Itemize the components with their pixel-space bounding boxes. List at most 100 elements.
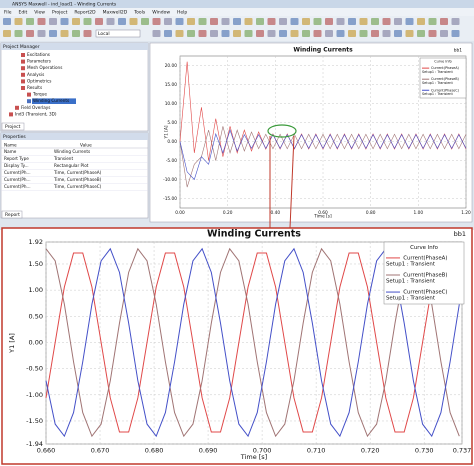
toolbar-button[interactable] (302, 30, 310, 37)
toolbar-button[interactable] (394, 18, 402, 25)
toolbar-button[interactable] (336, 30, 345, 37)
toolbar-button[interactable] (417, 18, 425, 25)
toolbar-button[interactable] (359, 18, 368, 25)
toolbar-button[interactable] (187, 18, 195, 25)
tree-item[interactable]: Excitations (27, 52, 50, 57)
toolbar-button[interactable] (14, 18, 23, 25)
toolbar-button[interactable] (221, 18, 230, 25)
menu-item[interactable]: Report2D (74, 10, 96, 16)
combo-box[interactable] (95, 29, 141, 38)
tree-item[interactable]: Parameters (27, 59, 51, 64)
toolbar-button[interactable] (187, 30, 195, 37)
toolbar-button[interactable] (440, 30, 448, 37)
menu-item[interactable]: File (4, 10, 12, 16)
toolbar-button[interactable] (359, 30, 368, 37)
toolbar-button[interactable] (83, 30, 92, 37)
menu-item[interactable]: Window (152, 10, 170, 16)
tree-item[interactable]: Results (27, 85, 42, 90)
toolbar-button[interactable] (152, 18, 161, 25)
report-tab[interactable] (1, 210, 23, 219)
toolbar-button[interactable] (14, 30, 23, 37)
toolbar-button[interactable] (129, 18, 138, 25)
toolbar-button[interactable] (405, 18, 414, 25)
toolbar-button[interactable] (233, 30, 241, 37)
toolbar-button[interactable] (3, 30, 11, 37)
toolbar-button[interactable] (325, 30, 333, 37)
tree-item[interactable]: Optimetrics (27, 78, 51, 83)
toolbar-button[interactable] (279, 18, 287, 25)
toolbar-button[interactable] (141, 18, 149, 25)
toolbar-button[interactable] (198, 30, 207, 37)
toolbar-button[interactable] (72, 30, 80, 37)
toolbar-button[interactable] (451, 18, 460, 25)
toolbar-button[interactable] (3, 18, 11, 25)
toolbar-button[interactable] (210, 18, 218, 25)
toolbar-button[interactable] (152, 30, 161, 37)
tree-item[interactable]: Analysis (27, 72, 44, 77)
legend-setup: Setup1 : Transient (422, 92, 453, 96)
toolbar-button[interactable] (175, 30, 184, 37)
toolbar-button[interactable] (348, 18, 356, 25)
toolbar-button[interactable] (210, 30, 218, 37)
toolbar-button[interactable] (371, 18, 379, 25)
toolbar-button[interactable] (382, 18, 391, 25)
tree-icon (21, 59, 25, 64)
toolbar-button[interactable] (37, 30, 46, 37)
toolbar-button[interactable] (164, 30, 172, 37)
toolbar-button[interactable] (72, 18, 80, 25)
toolbar-button[interactable] (118, 18, 126, 25)
toolbar-button[interactable] (49, 30, 57, 37)
toolbar-button[interactable] (83, 18, 92, 25)
toolbar-button[interactable] (26, 18, 34, 25)
toolbar-button[interactable] (336, 18, 345, 25)
project-tab[interactable] (1, 122, 25, 131)
toolbar-button[interactable] (302, 18, 310, 25)
toolbar-button[interactable] (256, 18, 264, 25)
toolbar-button[interactable] (325, 18, 333, 25)
toolbar-button[interactable] (451, 30, 460, 37)
toolbar-button[interactable] (279, 30, 287, 37)
toolbar-button[interactable] (313, 18, 322, 25)
tree-item[interactable]: Winding Currents (33, 98, 69, 103)
toolbar-button[interactable] (233, 18, 241, 25)
toolbar-button[interactable] (405, 30, 414, 37)
toolbar-button[interactable] (348, 30, 356, 37)
toolbar-button[interactable] (95, 18, 103, 25)
toolbar-button[interactable] (417, 30, 425, 37)
toolbar-button[interactable] (313, 30, 322, 37)
toolbar-button[interactable] (382, 30, 391, 37)
toolbar-button[interactable] (371, 30, 379, 37)
toolbar-button[interactable] (428, 30, 437, 37)
toolbar-button[interactable] (428, 18, 437, 25)
toolbar-button[interactable] (198, 18, 207, 25)
tree-item[interactable]: Ind3 (Transient, 3D) (15, 111, 57, 116)
y-tick-label: -0.50 (26, 365, 43, 373)
tree-item[interactable]: Torque (32, 92, 47, 97)
toolbar-button[interactable] (290, 30, 299, 37)
menu-item[interactable]: Help (177, 10, 187, 16)
toolbar-button[interactable] (394, 30, 402, 37)
menu-item[interactable]: Tools (133, 10, 146, 16)
toolbar-button[interactable] (267, 18, 276, 25)
menu-item[interactable]: Maxwell2D (103, 10, 128, 16)
menu-item[interactable]: View (34, 10, 45, 16)
toolbar-button[interactable] (60, 30, 69, 37)
toolbar-button[interactable] (290, 18, 299, 25)
toolbar-button[interactable] (256, 30, 264, 37)
toolbar-button[interactable] (26, 30, 34, 37)
toolbar-button[interactable] (49, 18, 57, 25)
menu-item[interactable]: Project (52, 10, 68, 16)
toolbar-button[interactable] (164, 18, 172, 25)
toolbar-button[interactable] (37, 18, 46, 25)
toolbar-button[interactable] (244, 30, 253, 37)
toolbar-button[interactable] (175, 18, 184, 25)
toolbar-button[interactable] (60, 18, 69, 25)
tree-item[interactable]: Mesh Operations (27, 65, 62, 70)
tree-item[interactable]: Field Overlays (21, 105, 50, 110)
toolbar-button[interactable] (106, 18, 115, 25)
toolbar-button[interactable] (244, 18, 253, 25)
toolbar-button[interactable] (221, 30, 230, 37)
toolbar-button[interactable] (440, 18, 448, 25)
menu-item[interactable]: Edit (19, 10, 28, 16)
toolbar-button[interactable] (267, 30, 276, 37)
